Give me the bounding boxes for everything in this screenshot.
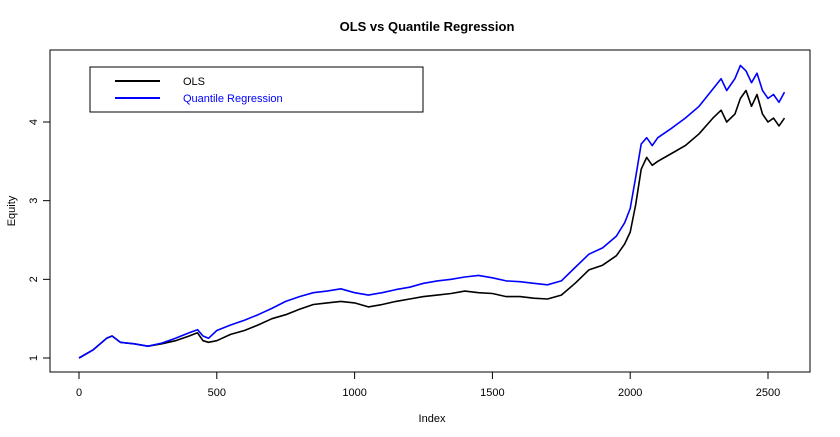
x-tick-label: 1500 xyxy=(480,387,504,399)
x-axis: 0 500 1000 1500 2000 2500 xyxy=(76,371,780,399)
y-axis-label: Equity xyxy=(6,195,18,226)
y-tick-label: 3 xyxy=(28,198,40,204)
legend: OLS Quantile Regression xyxy=(89,66,424,113)
series-line-quantile-regression xyxy=(78,64,786,359)
x-tick-label: 0 xyxy=(76,387,82,399)
legend-label: Quantile Regression xyxy=(183,93,283,105)
series-layer xyxy=(78,64,786,359)
y-tick-label: 1 xyxy=(28,355,40,361)
x-tick-label: 2000 xyxy=(618,387,642,399)
x-tick-label: 2500 xyxy=(756,387,780,399)
x-tick-label: 500 xyxy=(208,387,226,399)
x-axis-label: Index xyxy=(419,413,446,425)
legend-box xyxy=(89,66,424,113)
y-axis: 1 2 3 4 xyxy=(28,119,51,361)
series-line-ols xyxy=(78,89,786,359)
y-tick-label: 4 xyxy=(28,119,40,125)
y-tick-label: 2 xyxy=(28,276,40,282)
chart-title: OLS vs Quantile Regression xyxy=(340,19,515,34)
legend-label: OLS xyxy=(183,76,205,88)
x-tick-label: 1000 xyxy=(342,387,366,399)
